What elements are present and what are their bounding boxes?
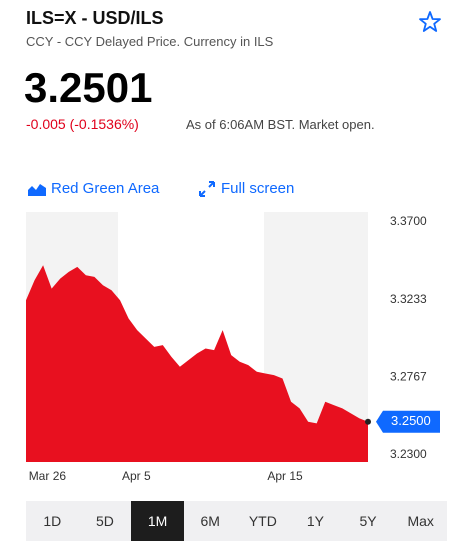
subtitle: CCY - CCY Delayed Price. Currency in ILS — [26, 34, 274, 49]
last-price-tag — [376, 410, 440, 433]
range-button[interactable]: 6M — [200, 513, 220, 529]
y-tick-label: 3.3700 — [390, 214, 427, 228]
fullscreen-icon — [199, 181, 215, 197]
as-of: As of 6:06AM BST. Market open. — [186, 117, 375, 132]
price: 3.2501 — [24, 64, 153, 111]
range-button[interactable]: 5Y — [359, 513, 377, 529]
chart-style-link[interactable]: Red Green Area — [51, 180, 160, 197]
price-area — [26, 265, 368, 462]
title: ILS=X - USD/ILS — [26, 8, 164, 28]
price-change: -0.005 (-0.1536%) — [26, 116, 139, 132]
range-button[interactable]: 1M — [131, 501, 184, 541]
last-point — [365, 418, 371, 425]
x-tick-label: Apr 15 — [267, 469, 303, 483]
y-tick-label: 3.2767 — [390, 369, 427, 383]
range-button[interactable]: 1Y — [306, 513, 324, 529]
favorite-star[interactable] — [418, 10, 442, 34]
range-button[interactable]: 1D — [43, 513, 62, 529]
range-button[interactable]: 5D — [95, 513, 114, 529]
y-tick-label: 3.2300 — [390, 447, 427, 461]
chart: 3.3700 3.3233 3.2767 3.2300 Mar 26 Apr 5 Apr 1… — [26, 212, 440, 483]
range-selector: 1D 5D 1M 6M YTD 1Y 5Y Max — [26, 501, 447, 541]
x-tick-label: Mar 26 — [29, 469, 67, 483]
x-tick-label: Apr 5 — [122, 469, 151, 483]
area-icon — [28, 184, 46, 196]
range-button[interactable]: YTD — [248, 513, 277, 529]
range-button[interactable]: Max — [407, 513, 434, 529]
y-tick-label: 3.3233 — [390, 292, 427, 306]
fullscreen-link[interactable]: Full screen — [221, 180, 295, 197]
last-price-label: 3.2500 — [391, 413, 431, 428]
